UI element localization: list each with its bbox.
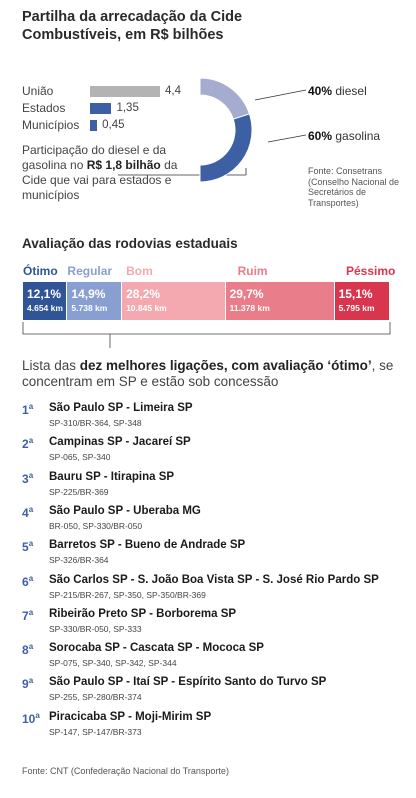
list-item: 10a Piracicaba SP - Moji-Mirim SP SP-147, … <box>0 711 416 743</box>
pie-label-gasolina: 60% gasolina <box>308 129 381 143</box>
segment-km: 10.845 km <box>126 303 167 313</box>
route-rank: 4a <box>22 504 34 520</box>
route-name: Piracicaba SP - Moji-Mirim SP <box>49 710 212 723</box>
evaluation-category: Bom <box>126 264 153 278</box>
segment-percent: 28,2% <box>126 287 161 301</box>
evaluation-category: Regular <box>67 264 113 278</box>
list-intro: Lista das dez melhores ligações, com ava… <box>22 358 394 389</box>
bar-uniao <box>90 86 160 97</box>
route-rank: 3a <box>22 470 34 486</box>
route-name: São Paulo SP - Uberaba MG <box>49 504 201 517</box>
route-rank: 6a <box>22 573 34 589</box>
route-rank: 8a <box>22 642 34 658</box>
route-name: Bauru SP - Itirapina SP <box>49 470 175 483</box>
evaluation-segment: 28,2% 10.845 km <box>122 282 226 320</box>
evaluation-segment: 12,1% 4.654 km <box>23 282 68 320</box>
route-name: São Paulo SP - Itaí SP - Espírito Santo … <box>49 676 327 689</box>
evaluation-segment: 29,7% 11.378 km <box>225 282 335 320</box>
bar-estados <box>90 103 112 114</box>
route-highways: SP-075, SP-340, SP-342, SP-344 <box>49 658 177 669</box>
segment-percent: 12,1% <box>27 287 62 301</box>
evaluation-category: Péssimo <box>346 264 396 278</box>
segment-km: 5.738 km <box>71 303 108 313</box>
segment-km: 4.654 km <box>27 303 63 313</box>
evaluation-segment: 15,1% 5.795 km <box>334 282 390 320</box>
route-name: Sorocaba SP - Cascata SP - Mococa SP <box>49 642 264 655</box>
pie-label-diesel: 40% diesel <box>308 84 367 98</box>
segment-km: 11.378 km <box>229 303 270 313</box>
evaluation-title: Avaliação das rodovias estaduais <box>22 236 238 251</box>
list-item: 7a Ribeirão Preto SP - Borborema SP SP-330… <box>0 608 416 640</box>
evaluation-segment: 14,9% 5.738 km <box>67 282 123 320</box>
evaluation-category: Ótimo <box>23 264 58 278</box>
route-highways: SP-225/BR-369 <box>49 486 109 497</box>
segment-km: 5.795 km <box>338 303 375 313</box>
list-item: 1a São Paulo SP - Limeira SP SP-310/BR-364… <box>0 402 416 434</box>
bar-value: 4,4 <box>165 85 181 97</box>
bar-label: União <box>22 84 54 98</box>
donut-slice-diesel <box>199 78 251 120</box>
segment-percent: 29,7% <box>229 287 264 301</box>
participation-note: Participação do diesel e da gasolina no … <box>22 143 178 202</box>
route-highways: SP-255, SP-280/BR-374 <box>49 692 142 703</box>
list-item: 6a São Carlos SP - S. João Boa Vista SP -… <box>0 574 416 606</box>
route-highways: SP-215/BR-267, SP-350, SP-350/BR-369 <box>49 589 206 600</box>
footer-source: Fonte: CNT (Confederação Nacional do Tra… <box>22 766 229 776</box>
route-name: Barretos SP - Bueno de Andrade SP <box>49 539 246 552</box>
route-rank: 1a <box>22 402 34 417</box>
evaluation-category: Ruim <box>237 264 268 278</box>
bar-label: Municípios <box>22 118 80 132</box>
route-highways: SP-147, SP-147/BR-373 <box>49 726 142 737</box>
route-rank: 5a <box>22 539 34 555</box>
route-name: Ribeirão Preto SP - Borborema SP <box>49 607 237 620</box>
route-highways: SP-310/BR-364, SP-348 <box>49 418 142 428</box>
list-item: 4a São Paulo SP - Uberaba MG BR-050, SP-33… <box>0 505 416 537</box>
route-rank: 9a <box>22 676 34 692</box>
source-consetrans: Fonte: Consetrans (Conselho Nacional de … <box>308 166 400 208</box>
bracket-line <box>22 322 391 348</box>
donut-slice-gasolina <box>199 113 253 182</box>
list-item: 3a Bauru SP - Itirapina SP SP-225/BR-369 <box>0 471 416 503</box>
segment-percent: 14,9% <box>71 287 106 301</box>
route-name: São Carlos SP - S. João Boa Vista SP - S… <box>49 573 379 586</box>
route-name: Campinas SP - Jacareí SP <box>49 436 191 449</box>
bar-municipios <box>90 120 98 131</box>
page-title: Partilha da arrecadação da Cide Combustí… <box>22 9 243 43</box>
bar-label: Estados <box>22 101 66 115</box>
segment-percent: 15,1% <box>338 287 373 301</box>
donut-chart <box>199 78 253 182</box>
route-name: São Paulo SP - Limeira SP <box>49 402 193 414</box>
route-rank: 7a <box>22 607 34 623</box>
route-rank: 2a <box>22 436 34 452</box>
list-item: 5a Barretos SP - Bueno de Andrade SP SP-32… <box>0 539 416 571</box>
route-rank: 10a <box>22 710 40 726</box>
route-highways: SP-065, SP-340 <box>49 452 111 463</box>
bar-value: 0,45 <box>102 119 125 131</box>
list-item: 8a Sorocaba SP - Cascata SP - Mococa SP SP… <box>0 642 416 674</box>
bar-value: 1,35 <box>116 102 139 114</box>
list-item: 9a São Paulo SP - Itaí SP - Espírito Sant… <box>0 676 416 708</box>
route-highways: BR-050, SP-330/BR-050 <box>49 520 143 531</box>
route-highways: SP-326/BR-364 <box>49 555 109 566</box>
list-item: 2a Campinas SP - Jacareí SP SP-065, SP-340 <box>0 436 416 468</box>
route-highways: SP-330/BR-050, SP-333 <box>49 623 142 634</box>
